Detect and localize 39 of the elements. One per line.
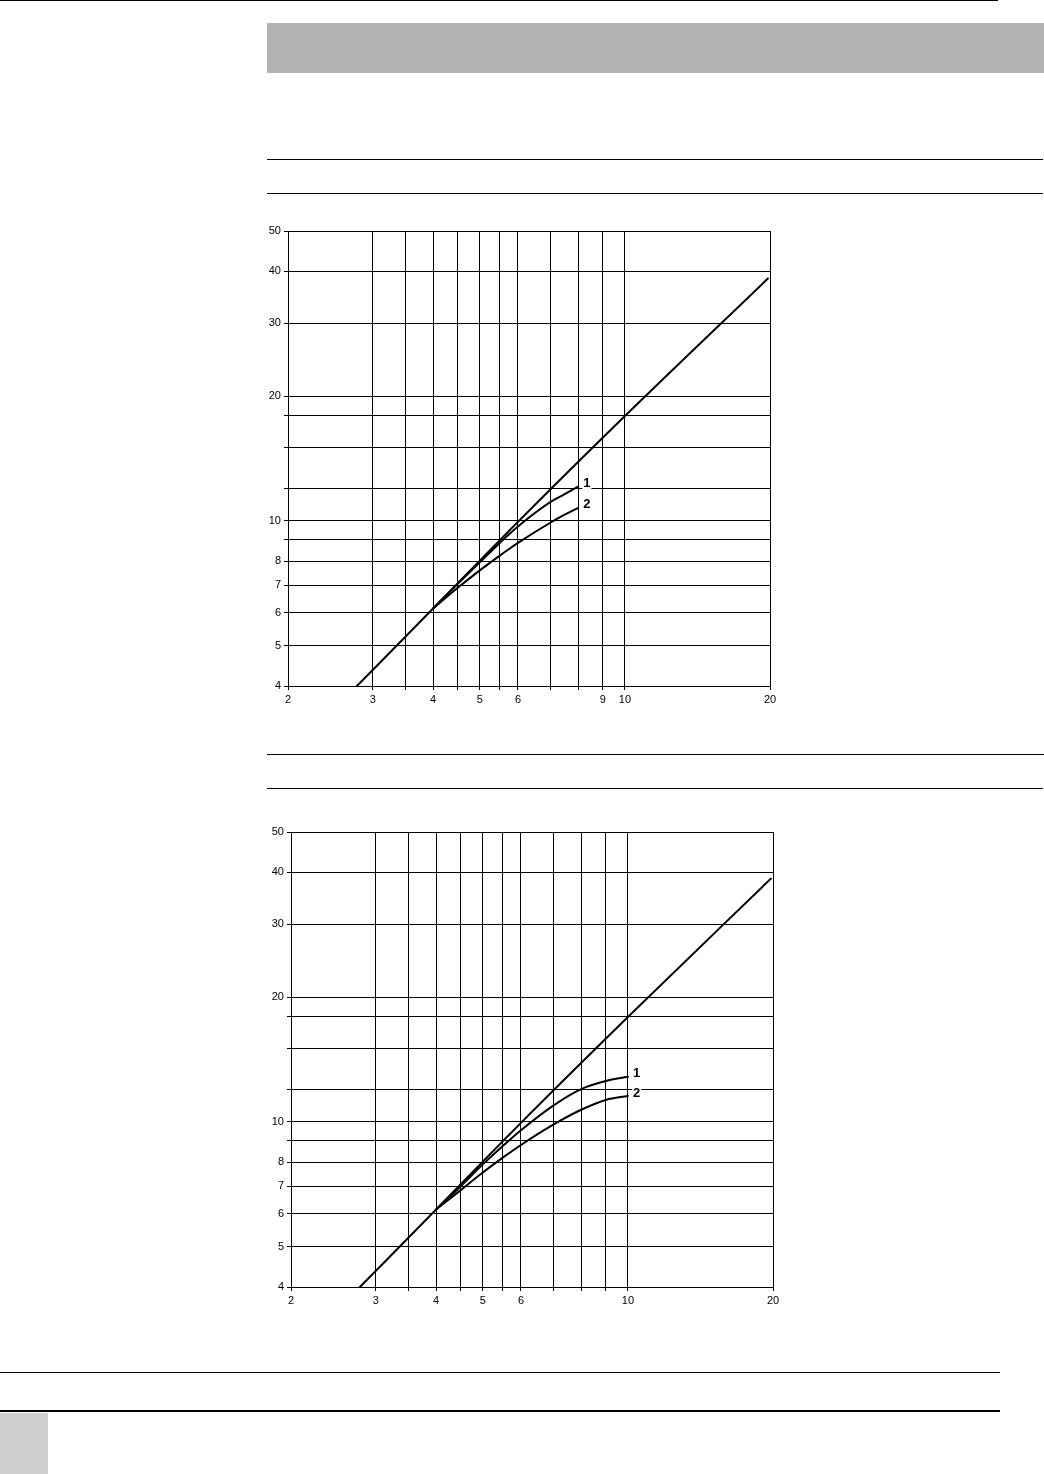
y-tick-label: 4 [274,679,281,692]
y-tick-label: 6 [277,1206,284,1219]
y-tick-label: 30 [271,917,284,930]
y-tick-label: 5 [274,638,281,651]
y-tick-label: 6 [274,605,281,618]
y-tick-label: 7 [274,578,281,591]
y-tick-label: 7 [277,1179,284,1192]
x-tick-label: 2 [284,692,292,705]
y-tick-label: 4 [277,1280,284,1293]
y-tick-label: 50 [268,224,281,237]
y-tick-label: 8 [274,554,281,567]
x-tick-label: 2 [287,1293,295,1306]
x-tick-label: 20 [766,1293,780,1306]
x-tick-label: 5 [476,692,483,705]
series-label: 2 [583,496,591,512]
y-tick-label: 40 [268,264,281,277]
y-tick-label: 50 [271,825,284,838]
series-label: 2 [632,1084,641,1100]
y-tick-label: 40 [271,865,284,878]
y-tick-label: 10 [271,1114,284,1127]
x-tick-label: 10 [621,1293,635,1306]
y-tick-label: 10 [268,513,281,526]
y-tick-label: 20 [271,990,284,1003]
x-tick-label: 9 [599,692,606,705]
series-label: 1 [632,1065,641,1081]
x-tick-label: 5 [479,1293,486,1306]
x-tick-label: 3 [369,692,376,705]
x-tick-label: 20 [763,692,777,705]
x-tick-label: 3 [372,1293,379,1306]
x-tick-label: 4 [430,692,437,705]
x-tick-label: 6 [514,692,522,705]
y-tick-label: 20 [268,389,281,402]
x-tick-label: 4 [433,1293,440,1306]
x-tick-label: 10 [618,692,632,705]
series-label: 1 [583,475,591,491]
x-tick-label: 6 [517,1293,525,1306]
y-tick-label: 30 [268,316,281,329]
y-tick-label: 5 [277,1239,284,1252]
y-tick-label: 8 [277,1155,284,1168]
